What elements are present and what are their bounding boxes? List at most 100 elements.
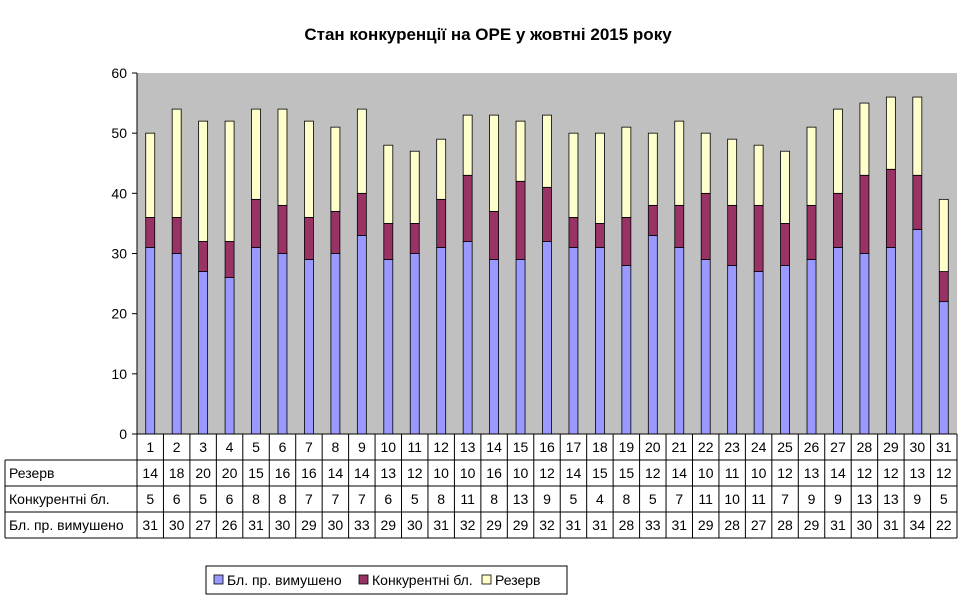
category-label: 11: [407, 439, 422, 455]
category-label: 5: [252, 439, 260, 455]
table-cell-value: 14: [354, 465, 370, 481]
category-label: 23: [724, 439, 740, 455]
category-label: 8: [331, 439, 339, 455]
table-cell-value: 14: [142, 465, 158, 481]
table-cell-value: 29: [301, 517, 317, 533]
chart-title: Стан конкуренції на ОРЕ у жовтні 2015 ро…: [304, 25, 672, 44]
table-cell-value: 27: [751, 517, 767, 533]
table-cell-value: 29: [513, 517, 529, 533]
bar-segment-2-day-31: [938, 271, 949, 303]
table-cell-value: 13: [513, 491, 529, 507]
bar-segment-2-day-8: [330, 210, 341, 254]
legend-swatch: [481, 574, 492, 585]
table-cell-value: 9: [543, 491, 551, 507]
bar-segment-2-day-10: [383, 223, 394, 260]
bar-segment-1-day-27: [833, 247, 843, 435]
table-cell-value: 32: [460, 517, 476, 533]
category-label: 31: [936, 439, 952, 455]
bar-segment-3-day-27: [833, 108, 843, 194]
table-cell-value: 31: [142, 517, 158, 533]
table-cell-value: 10: [433, 465, 449, 481]
bar-segment-1-day-24: [753, 271, 764, 435]
bar-segment-2-day-22: [700, 192, 711, 260]
category-label: 2: [173, 439, 181, 455]
y-tick-label: 30: [111, 246, 127, 262]
table-cell-value: 33: [354, 517, 370, 533]
bar-segment-2-day-9: [356, 192, 367, 236]
bar-segment-1-day-22: [700, 259, 711, 435]
table-cell-value: 27: [195, 517, 211, 533]
category-label: 17: [566, 439, 582, 455]
table-cell-value: 16: [301, 465, 317, 481]
bar-segment-3-day-18: [595, 132, 605, 224]
table-cell-value: 15: [592, 465, 608, 481]
bar-segment-3-day-10: [383, 144, 394, 224]
bar-segment-3-day-6: [277, 108, 288, 206]
category-label: 1: [146, 439, 154, 455]
table-cell-value: 12: [883, 465, 899, 481]
table-cell-value: 11: [460, 491, 475, 507]
bar-segment-1-day-19: [621, 265, 632, 435]
table-cell-value: 10: [460, 465, 476, 481]
category-label: 28: [857, 439, 873, 455]
bar-segment-3-day-11: [409, 150, 420, 224]
y-tick-label: 10: [111, 366, 127, 382]
table-cell-value: 10: [698, 465, 714, 481]
table-cell-value: 7: [358, 491, 366, 507]
category-label: 24: [751, 439, 767, 455]
bar-segment-1-day-23: [727, 265, 738, 435]
bar-segment-2-day-18: [595, 223, 605, 248]
table-cell-value: 13: [883, 491, 899, 507]
bar-segment-1-day-8: [330, 253, 341, 435]
y-tick-label: 0: [119, 426, 127, 442]
bar-segment-3-day-24: [753, 144, 764, 206]
table-cell-value: 8: [437, 491, 445, 507]
bar-segment-2-day-27: [833, 192, 843, 248]
bar-segment-1-day-25: [780, 265, 790, 435]
bar-segment-3-day-12: [436, 138, 447, 200]
category-label: 10: [381, 439, 397, 455]
bar-segment-2-day-30: [912, 174, 923, 230]
table-cell-value: 4: [596, 491, 604, 507]
category-label: 6: [279, 439, 287, 455]
bar-segment-2-day-26: [806, 204, 817, 260]
bar-segment-3-day-13: [462, 114, 473, 176]
category-label: 15: [513, 439, 529, 455]
data-table: 1 2 3 4 5 6 7 8 9 10 11 12 13 14 15 16 17 18 19 20 21 22 23 24 2…: [4, 433, 958, 539]
table-cell-value: 7: [305, 491, 313, 507]
bar-segment-3-day-25: [780, 150, 790, 224]
bar-segment-1-day-15: [515, 259, 526, 435]
table-cell-value: 15: [248, 465, 264, 481]
bar-segment-2-day-29: [885, 168, 896, 248]
bar-segment-2-day-2: [171, 216, 182, 254]
bar-segment-2-day-19: [621, 216, 632, 266]
bar-segment-3-day-26: [806, 126, 817, 206]
category-label: 14: [486, 439, 502, 455]
bar-segment-2-day-14: [489, 210, 500, 260]
table-cell-value: 14: [830, 465, 846, 481]
bar-segment-1-day-7: [304, 259, 314, 435]
bar-segment-3-day-23: [727, 138, 738, 206]
table-cell-value: 10: [513, 465, 529, 481]
bar-segment-3-day-3: [198, 120, 209, 242]
bar-segment-1-day-9: [356, 235, 367, 435]
legend-label: Бл. пр. вимушено: [227, 572, 342, 588]
category-label: 29: [883, 439, 899, 455]
category-label: 16: [539, 439, 555, 455]
category-label: 18: [592, 439, 608, 455]
bar-segment-1-day-14: [489, 259, 500, 435]
table-cell-value: 11: [751, 491, 766, 507]
bar-segment-1-day-31: [938, 301, 949, 435]
table-cell-value: 11: [725, 465, 740, 481]
table-cell-value: 12: [857, 465, 873, 481]
table-cell-value: 13: [910, 465, 926, 481]
category-label: 22: [698, 439, 714, 455]
table-cell-value: 13: [857, 491, 873, 507]
category-label: 21: [671, 439, 687, 455]
table-cell-value: 30: [407, 517, 423, 533]
table-cell-value: 8: [252, 491, 260, 507]
bar-segment-2-day-20: [647, 204, 658, 236]
bar-segment-2-day-6: [277, 204, 288, 254]
table-cell-value: 5: [146, 491, 154, 507]
